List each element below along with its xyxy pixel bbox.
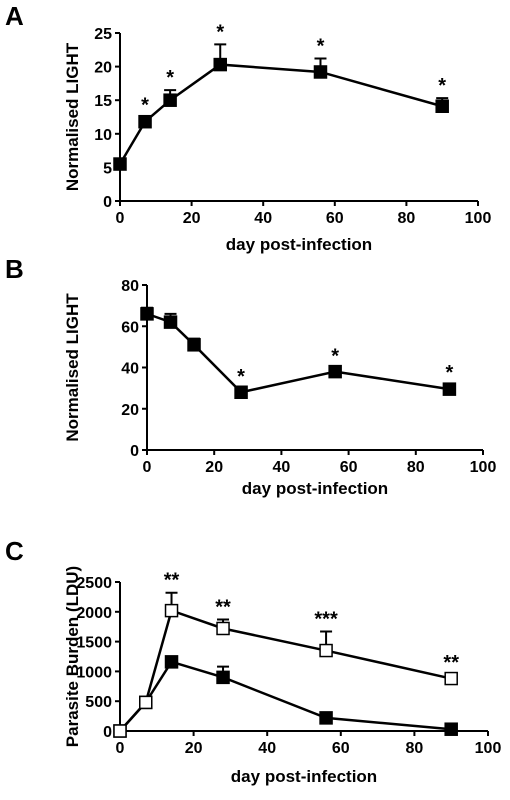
panel-label: C (5, 536, 24, 566)
x-tick-label: 60 (326, 210, 344, 227)
x-axis-label: day post-infection (242, 479, 388, 498)
marker (113, 724, 127, 738)
significance-label: * (237, 366, 245, 388)
y-tick-label: 10 (94, 127, 112, 144)
marker (444, 671, 458, 686)
y-tick-label: 500 (85, 694, 112, 711)
significance-label: * (216, 21, 224, 43)
marker (163, 315, 178, 329)
x-tick-label: 40 (273, 459, 291, 476)
marker (319, 711, 333, 725)
marker (139, 695, 153, 710)
panel-label: B (5, 254, 24, 284)
y-tick-label: 2500 (76, 575, 112, 592)
y-axis-label: Parasite Burden (LDU) (63, 566, 82, 747)
y-tick-label: 60 (121, 319, 139, 336)
y-tick-label: 20 (121, 402, 139, 419)
y-tick-label: 2000 (76, 605, 112, 622)
x-axis-label: day post-infection (226, 235, 372, 254)
x-tick-label: 80 (407, 459, 425, 476)
y-tick-label: 15 (94, 93, 112, 110)
marker (138, 114, 152, 129)
marker (442, 382, 457, 396)
marker (319, 643, 333, 658)
marker (313, 65, 328, 79)
x-axis-label: day post-infection (231, 767, 377, 786)
marker (216, 670, 230, 685)
y-tick-label: 1500 (76, 635, 112, 652)
marker (213, 57, 227, 72)
x-tick-label: 20 (183, 210, 201, 227)
marker (113, 157, 127, 171)
x-tick-label: 20 (185, 740, 203, 757)
marker (234, 385, 248, 399)
marker (444, 722, 458, 736)
y-tick-label: 5 (103, 160, 112, 177)
y-tick-label: 0 (103, 724, 112, 741)
x-tick-label: 100 (475, 740, 502, 757)
y-tick-label: 25 (94, 26, 112, 43)
y-axis-label: Normalised LIGHT (63, 293, 82, 442)
marker (164, 655, 179, 669)
y-tick-label: 0 (103, 194, 112, 211)
x-tick-label: 80 (406, 740, 424, 757)
significance-label: * (166, 67, 174, 89)
marker (163, 93, 177, 107)
panel-label: A (5, 1, 24, 31)
marker (140, 307, 154, 321)
significance-label: * (331, 346, 339, 368)
line (118, 63, 443, 165)
significance-label: ** (215, 597, 231, 619)
x-tick-label: 60 (332, 740, 350, 757)
y-tick-label: 1000 (76, 664, 112, 681)
x-tick-label: 40 (254, 210, 272, 227)
x-tick-label: 0 (116, 210, 125, 227)
x-tick-label: 20 (205, 459, 223, 476)
significance-label: *** (314, 608, 338, 630)
y-tick-label: 80 (121, 278, 139, 295)
significance-label: * (446, 362, 454, 384)
marker (328, 364, 342, 379)
x-tick-label: 40 (258, 740, 276, 757)
x-tick-label: 100 (470, 459, 497, 476)
x-tick-label: 0 (116, 740, 125, 757)
line (146, 312, 450, 394)
y-tick-label: 20 (94, 60, 112, 77)
x-tick-label: 60 (340, 459, 358, 476)
significance-label: * (141, 95, 149, 117)
marker (164, 603, 179, 618)
line (119, 608, 452, 732)
significance-label: * (438, 75, 446, 97)
marker (216, 621, 230, 636)
x-tick-label: 100 (465, 210, 492, 227)
x-tick-label: 0 (143, 459, 152, 476)
y-tick-label: 40 (121, 361, 139, 378)
x-tick-label: 80 (398, 210, 416, 227)
marker (435, 99, 449, 113)
line (119, 660, 452, 732)
y-tick-label: 0 (130, 443, 139, 460)
significance-label: * (317, 36, 325, 58)
significance-label: ** (164, 570, 180, 592)
y-axis-label: Normalised LIGHT (63, 42, 82, 191)
marker (187, 338, 201, 352)
significance-label: ** (443, 652, 459, 674)
